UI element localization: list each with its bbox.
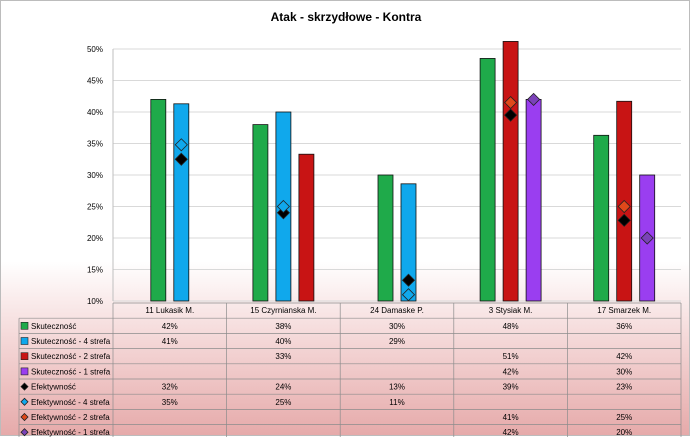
legend-key: [20, 352, 29, 361]
legend-key: [20, 382, 29, 391]
table-cell: 42%: [503, 367, 519, 376]
table-cell: 40%: [275, 337, 291, 346]
table-cell: 38%: [275, 322, 291, 331]
legend-key: [20, 321, 29, 330]
table-category-label: 15 Czyrnianska M.: [250, 306, 316, 315]
bar: [593, 134, 610, 302]
bar: [173, 103, 190, 302]
table-cell: 41%: [503, 413, 519, 422]
chart-title: Atak - skrzydłowe - Kontra: [271, 10, 422, 24]
table-category-label: 24 Damaske P.: [370, 306, 424, 315]
table-cell: 25%: [275, 398, 291, 407]
y-tick-label: 25%: [87, 203, 103, 212]
table-cell: 48%: [503, 322, 519, 331]
legend-label: Skuteczność - 4 strefa: [31, 337, 111, 346]
table-cell: 20%: [616, 428, 632, 437]
marker: [174, 138, 188, 152]
bar: [479, 58, 496, 302]
y-tick-label: 20%: [87, 234, 103, 243]
marker: [401, 273, 416, 287]
y-tick-label: 10%: [87, 297, 103, 306]
marker: [401, 288, 416, 302]
table-cell: 29%: [389, 337, 405, 346]
legend-label: Efektywność - 1 strefa: [31, 428, 110, 437]
marker: [504, 108, 518, 122]
marker: [617, 213, 631, 227]
table-cell: 24%: [275, 383, 291, 392]
table-cell: 42%: [503, 428, 519, 437]
gridlines: [113, 48, 681, 302]
y-tick-label: 35%: [87, 140, 103, 149]
bar: [298, 153, 315, 302]
bar: [525, 99, 542, 302]
bar: [377, 174, 394, 302]
y-tick-label: 40%: [87, 108, 103, 117]
legend-key: [20, 428, 29, 437]
legend-key: [20, 367, 29, 376]
y-tick-label: 50%: [87, 45, 103, 54]
table-cell: 11%: [389, 398, 404, 407]
marker: [617, 199, 631, 214]
legend-key: [20, 397, 29, 406]
y-tick-label: 30%: [87, 171, 103, 180]
table-cell: 36%: [616, 322, 632, 331]
table-cell: 33%: [275, 352, 291, 361]
table-cell: 23%: [616, 383, 632, 392]
table-cell: 42%: [162, 322, 178, 331]
marker: [174, 152, 188, 166]
legend-label: Skuteczność: [31, 322, 76, 331]
table-cell: 35%: [162, 398, 178, 407]
marker: [527, 92, 541, 106]
legend-label: Efektywność - 2 strefa: [31, 413, 110, 422]
legend-label: Skuteczność - 2 strefa: [31, 352, 111, 361]
table-category-label: 3 Stysiak M.: [489, 306, 533, 315]
table-cell: 30%: [389, 322, 405, 331]
marker: [276, 199, 290, 214]
table-cell: 51%: [503, 352, 519, 361]
table-cell: 39%: [503, 383, 519, 392]
bar: [252, 124, 269, 302]
legend-key: [20, 337, 29, 345]
bar: [150, 99, 167, 302]
table-cell: 25%: [616, 413, 632, 422]
marker: [640, 231, 654, 245]
bars: [150, 41, 656, 302]
marker: [504, 95, 518, 110]
legend-key: [20, 412, 29, 422]
table-cell: 41%: [162, 337, 178, 346]
table-cell: 30%: [616, 367, 632, 376]
y-tick-label: 45%: [87, 77, 103, 86]
markers: [174, 92, 654, 302]
table-category-label: 17 Smarzek M.: [597, 306, 651, 315]
table-cell: 42%: [616, 352, 632, 361]
data-table: 11 Lukasik M. 15 Czyrnianska M. 24 Damaske…: [18, 302, 682, 437]
table-cell: 32%: [162, 383, 178, 392]
table-cell: 13%: [389, 383, 405, 392]
bar: [502, 41, 519, 302]
legend-label: Efektywność: [31, 383, 76, 392]
table-category-label: 11 Lukasik M.: [145, 306, 194, 315]
legend-label: Skuteczność - 1 strefa: [31, 367, 111, 376]
y-axis: 10% 15% 20% 25% 30% 35% 40% 45% 50%: [87, 45, 114, 306]
y-tick-label: 15%: [87, 266, 103, 275]
legend-label: Efektywność - 4 strefa: [31, 398, 110, 407]
